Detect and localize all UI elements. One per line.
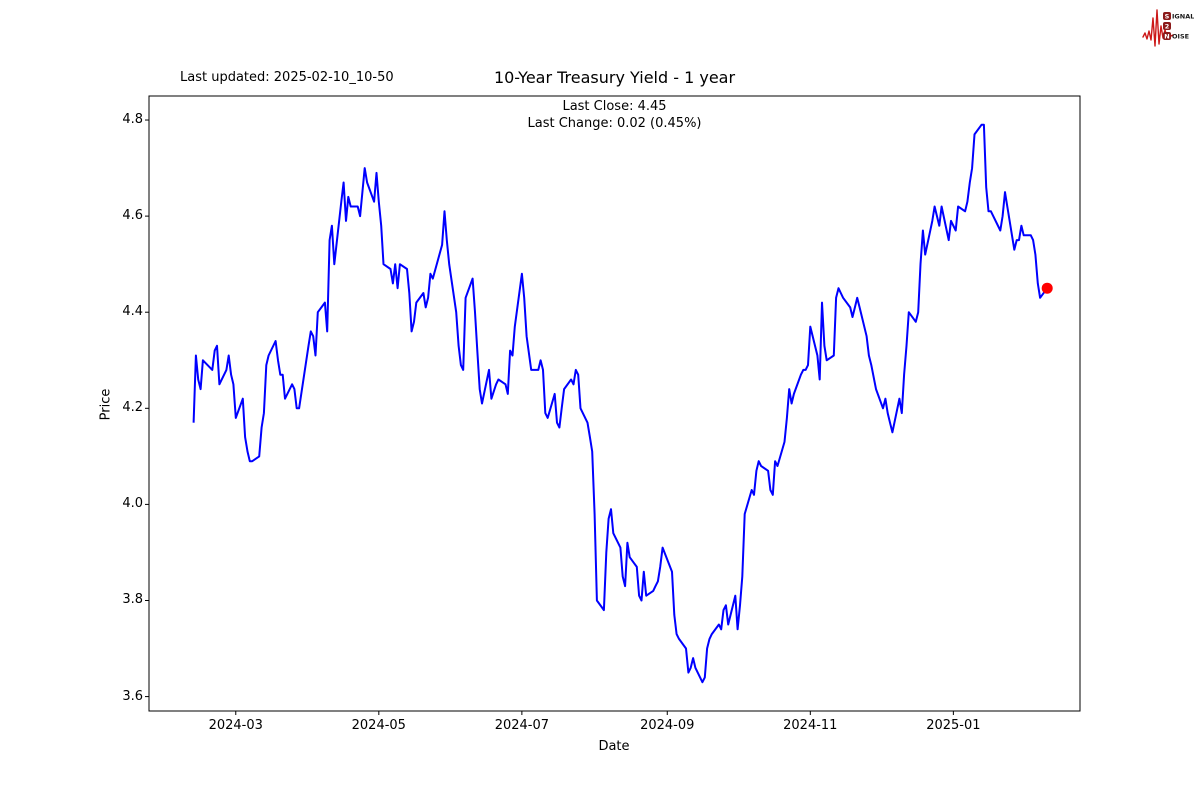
svg-text:OISE: OISE <box>1172 33 1189 41</box>
x-axis-label: Date <box>598 739 630 754</box>
last-close-annotation: Last Close: 4.45 <box>562 99 667 114</box>
last-close-marker <box>1041 282 1053 294</box>
y-tick-label: 4.4 <box>122 304 143 320</box>
y-tick-label: 4.2 <box>122 400 143 416</box>
svg-text:IGNAL: IGNAL <box>1172 13 1194 21</box>
chart-title: 10-Year Treasury Yield - 1 year <box>493 68 736 87</box>
y-tick-label: 3.6 <box>122 688 143 704</box>
svg-text:2: 2 <box>1165 23 1170 31</box>
x-tick-label: 2024-05 <box>351 718 406 733</box>
y-tick-label: 3.8 <box>122 592 143 608</box>
x-tick-label: 2024-09 <box>640 718 695 733</box>
axis-tick-marks <box>145 119 954 715</box>
svg-text:S: S <box>1165 13 1170 21</box>
yield-line-series <box>192 123 1049 684</box>
plot-frame <box>148 95 1081 712</box>
signal-2-noise-logo: S IGNAL 2 N OISE <box>1142 9 1194 47</box>
last-updated-text: Last updated: 2025-02-10_10-50 <box>180 70 394 85</box>
x-tick-label: 2025-01 <box>926 718 981 733</box>
y-tick-label: 4.8 <box>122 112 143 128</box>
y-axis-label: Price <box>98 388 114 421</box>
x-tick-label: 2024-11 <box>783 718 838 733</box>
x-tick-label: 2024-07 <box>494 718 550 733</box>
svg-text:N: N <box>1164 33 1169 41</box>
x-tick-label: 2024-03 <box>208 718 263 733</box>
logo-text: S IGNAL 2 N OISE <box>1163 12 1194 41</box>
y-tick-label: 4.0 <box>122 496 143 512</box>
last-change-annotation: Last Change: 0.02 (0.45%) <box>527 116 702 131</box>
y-tick-label: 4.6 <box>122 208 143 224</box>
